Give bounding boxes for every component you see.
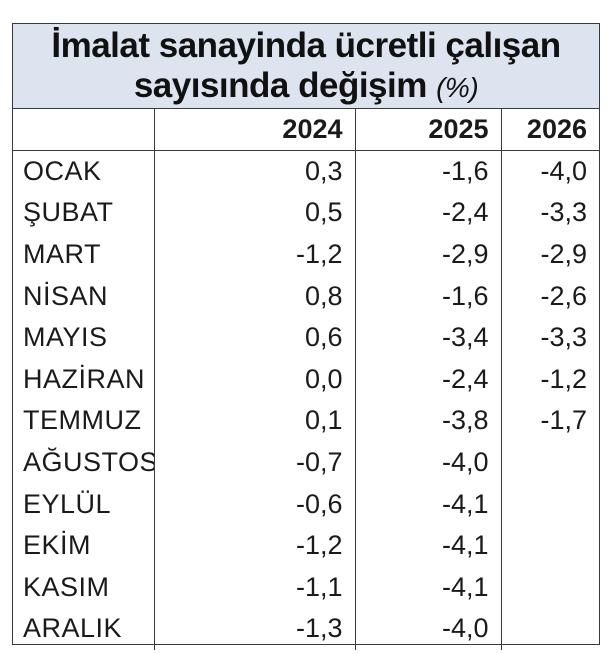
table-row: HAZİRAN 0,0 -2,4 -1,2: [13, 358, 599, 401]
data-table-frame: İmalat sanayinda ücretli çalışan sayısın…: [12, 23, 600, 650]
value-cell-2025: -4,1: [354, 524, 501, 567]
value-cell-2024: -1,3: [153, 608, 355, 650]
month-label: EYLÜL: [13, 483, 155, 525]
value-cell-2024: 0,6: [153, 316, 355, 359]
table-row: AĞUSTOS -0,7 -4,0: [13, 441, 599, 484]
value-cell-2024: 0,0: [153, 358, 355, 401]
title-line-1: İmalat sanayinda ücretli çalışan: [51, 26, 561, 65]
month-label: EKİM: [13, 524, 155, 567]
value-cell-2025: -4,0: [354, 608, 501, 650]
table-body: OCAK 0,3 -1,6 -4,0 ŞUBAT 0,5 -2,4 -3,3 MART -1,2-…: [13, 150, 599, 650]
column-header-2026: 2026: [500, 109, 599, 152]
employment-change-table: 2024 2025 2026 OCAK 0,3 -1,6 -4,0 ŞUBAT 0,5 -2…: [13, 109, 599, 650]
month-label: MAYIS: [13, 316, 155, 359]
value-cell-2024: 0,1: [153, 400, 355, 442]
value-cell-2026: [500, 608, 599, 650]
value-cell-2024: -1,2: [153, 233, 355, 276]
table-row: MAYIS 0,6 -3,4 -3,3: [13, 316, 599, 359]
table-row: OCAK 0,3 -1,6 -4,0: [13, 150, 599, 193]
column-header-2025: 2025: [354, 109, 501, 152]
value-cell-2024: 0,3: [153, 150, 355, 193]
value-cell-2025: -3,8: [354, 400, 501, 442]
title-line-2: sayısında değişim (%): [13, 66, 599, 108]
value-cell-2025: -1,6: [354, 275, 501, 317]
value-cell-2026: [500, 566, 599, 609]
month-label: AĞUSTOS: [13, 441, 155, 484]
value-cell-2026: [500, 524, 599, 567]
table-row: ARALIK -1,3 -4,0: [13, 608, 599, 650]
value-cell-2026: [500, 483, 599, 525]
value-cell-2025: -2,4: [354, 192, 501, 234]
month-label: MART: [13, 233, 155, 276]
title-unit: (%): [436, 72, 479, 103]
value-cell-2026: -1,7: [500, 400, 599, 442]
value-cell-2024: -1,2: [153, 524, 355, 567]
value-cell-2024: -1,1: [153, 566, 355, 609]
value-cell-2024: -0,7: [153, 441, 355, 484]
value-cell-2025: -1,6: [354, 150, 501, 193]
value-cell-2025: -2,9: [354, 233, 501, 276]
value-cell-2026: -4,0: [500, 150, 599, 193]
title-line-2-text: sayısında değişim: [133, 66, 428, 105]
table-row: EYLÜL -0,6 -4,1: [13, 483, 599, 525]
month-label: HAZİRAN: [13, 358, 155, 401]
value-cell-2025: -4,1: [354, 566, 501, 609]
value-cell-2026: -3,3: [500, 192, 599, 234]
table-row: KASIM -1,1 -4,1: [13, 566, 599, 609]
month-label: KASIM: [13, 566, 155, 609]
value-cell-2024: -0,6: [153, 483, 355, 525]
column-header-2024: 2024: [153, 109, 355, 152]
value-cell-2025: -2,4: [354, 358, 501, 401]
value-cell-2026: -3,3: [500, 316, 599, 359]
value-cell-2025: -4,0: [354, 441, 501, 484]
table-title: İmalat sanayinda ücretli çalışan sayısın…: [13, 24, 599, 109]
value-cell-2024: 0,8: [153, 275, 355, 317]
month-label: TEMMUZ: [13, 400, 155, 442]
value-cell-2026: -1,2: [500, 358, 599, 401]
table-row: EKİM -1,2 -4,1: [13, 524, 599, 567]
table-row: ŞUBAT 0,5 -2,4 -3,3: [13, 192, 599, 234]
value-cell-2026: -2,9: [500, 233, 599, 276]
value-cell-2024: 0,5: [153, 192, 355, 234]
value-cell-2025: -3,4: [354, 316, 501, 359]
table-row: MART -1,2 -2,9 -2,9: [13, 233, 599, 276]
value-cell-2025: -4,1: [354, 483, 501, 525]
value-cell-2026: [500, 441, 599, 484]
month-label: ŞUBAT: [13, 192, 155, 234]
month-label: ARALIK: [13, 608, 155, 650]
value-cell-2026: -2,6: [500, 275, 599, 317]
header-empty-cell: [13, 109, 155, 152]
table-row: TEMMUZ 0,1 -3,8 -1,7: [13, 400, 599, 442]
month-label: OCAK: [13, 150, 155, 193]
month-label: NİSAN: [13, 275, 155, 317]
table-header-row: 2024 2025 2026: [13, 109, 599, 152]
table-row: NİSAN 0,8 -1,6 -2,6: [13, 275, 599, 317]
